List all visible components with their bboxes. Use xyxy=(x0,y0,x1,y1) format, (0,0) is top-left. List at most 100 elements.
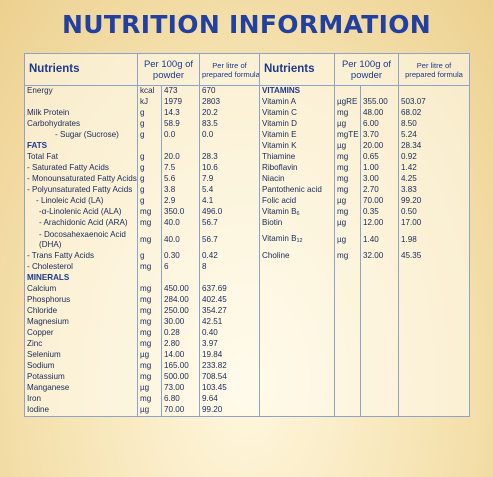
table-row: - Polyunsaturated Fatty Acids g 3.8 5.4 Pant… xyxy=(24,185,470,196)
value-per-100g: 0.0 xyxy=(161,130,200,141)
table-row: Total Fat g 20.0 28.3 Thiamine mg 0.65 0.92 xyxy=(24,152,470,163)
value-per-100g: 165.00 xyxy=(161,361,200,372)
per100g-header-right: Per 100g of powder xyxy=(334,53,399,86)
value-per-litre: 8 xyxy=(199,262,260,273)
nutrient-name: Selenium xyxy=(24,350,138,361)
table-row: Potassium mg 500.00 708.54 xyxy=(24,372,470,383)
value-per-100g: 48.00 xyxy=(360,108,399,119)
empty-cell xyxy=(360,284,399,295)
unit: mg xyxy=(137,262,162,273)
vitamin-label: Folic acid xyxy=(262,196,297,206)
perlitre-header-right: Per litre of prepared formula xyxy=(398,53,470,86)
empty-cell xyxy=(334,394,361,405)
vitamin-label: Thiamine xyxy=(262,152,296,162)
per100g-header-left: Per 100g of powder xyxy=(137,53,200,86)
value-per-100g: 20.00 xyxy=(360,141,399,152)
unit: mg xyxy=(334,152,361,163)
nutrient-name: Chloride xyxy=(24,306,138,317)
table-row: Calcium mg 450.00 637.69 xyxy=(24,284,470,295)
empty-cell xyxy=(360,262,399,273)
vitamin-name: Riboflavin xyxy=(259,163,335,174)
empty-cell xyxy=(398,306,470,317)
unit: µg xyxy=(334,218,361,229)
section-header-minerals: MINERALS xyxy=(24,273,138,284)
vitamin-name: Vitamin C xyxy=(259,108,335,119)
table-row: Carbohydrates g 58.9 83.5 Vitamin D µg 6.00 8.5… xyxy=(24,119,470,130)
empty-cell xyxy=(360,295,399,306)
table-row: Milk Protein g 14.3 20.2 Vitamin C mg 48.00 68.… xyxy=(24,108,470,119)
value-per-100g: 0.30 xyxy=(161,251,200,262)
empty-cell xyxy=(398,350,470,361)
table-row: Phosphorus mg 284.00 402.45 xyxy=(24,295,470,306)
value-per-100g: 3.70 xyxy=(360,130,399,141)
header-row: Nutrients Per 100g of powder Per litre of… xyxy=(24,53,470,86)
value-per-100g: 0.35 xyxy=(360,207,399,218)
unit: mg xyxy=(334,251,361,262)
empty-cell xyxy=(398,317,470,328)
value-per-100g: 0.28 xyxy=(161,328,200,339)
unit: kcal xyxy=(137,85,162,97)
unit: mg xyxy=(137,339,162,350)
nutrient-name: Total Fat xyxy=(24,152,138,163)
table-row: - Cholesterol mg 6 8 xyxy=(24,262,470,273)
unit: mg xyxy=(334,185,361,196)
unit: kJ xyxy=(137,97,162,108)
value-per-litre: 103.45 xyxy=(199,383,260,394)
empty-cell xyxy=(398,328,470,339)
value-per-litre: 2803 xyxy=(199,97,260,108)
value-per-100g: 12.00 xyxy=(360,218,399,229)
value-per-100g: 2.9 xyxy=(161,196,200,207)
empty-cell xyxy=(259,372,335,383)
empty-cell xyxy=(334,361,361,372)
value-per-100g: 3.00 xyxy=(360,174,399,185)
empty-cell xyxy=(199,141,260,152)
table-row: Manganese µg 73.00 103.45 xyxy=(24,383,470,394)
table-row: - Linoleic Acid (LA) g 2.9 4.1 Folic acid µg 7… xyxy=(24,196,470,207)
empty-cell xyxy=(360,383,399,394)
value-per-litre: 45.35 xyxy=(398,251,470,262)
section-header-fats: FATS xyxy=(24,141,138,152)
empty-cell xyxy=(199,273,260,284)
empty-cell xyxy=(259,284,335,295)
empty-cell xyxy=(398,405,470,417)
empty-cell xyxy=(398,273,470,284)
value-per-100g: 0.65 xyxy=(360,152,399,163)
vitamin-label: Pantothenic acid xyxy=(262,185,322,195)
unit: µg xyxy=(334,229,361,251)
empty-cell xyxy=(259,339,335,350)
nutrient-name: Calcium xyxy=(24,284,138,295)
nutrient-name: Manganese xyxy=(24,383,138,394)
empty-cell xyxy=(161,141,200,152)
value-per-100g: 6.80 xyxy=(161,394,200,405)
value-per-litre: 4.25 xyxy=(398,174,470,185)
vitamin-name: Vitamin B12 xyxy=(259,229,335,251)
table-row: Energy kcal 473 670 VITAMINS xyxy=(24,85,470,97)
nutrient-name: Iron xyxy=(24,394,138,405)
table-row: Iodine µg 70.00 99.20 xyxy=(24,405,470,417)
unit: mg xyxy=(334,108,361,119)
empty-cell xyxy=(259,328,335,339)
nutrient-name: Milk Protein xyxy=(24,108,138,119)
empty-cell xyxy=(360,394,399,405)
nutrient-name: - Polyunsaturated Fatty Acids xyxy=(24,185,138,196)
nutrient-name: - Docosahexaenoic Acid (DHA) xyxy=(24,229,138,251)
vitamin-label: Vitamin B xyxy=(262,234,297,244)
nutrient-name: - Cholesterol xyxy=(24,262,138,273)
table-row: - Arachidonic Acid (ARA) mg 40.0 56.7 Biotin… xyxy=(24,218,470,229)
unit: µg xyxy=(137,405,162,417)
empty-cell xyxy=(360,273,399,284)
vitamin-subscript: 6 xyxy=(296,210,300,217)
empty-cell xyxy=(360,306,399,317)
value-per-100g: 450.00 xyxy=(161,284,200,295)
unit: mg xyxy=(137,284,162,295)
empty-cell xyxy=(137,141,162,152)
vitamin-name: Vitamin A xyxy=(259,97,335,108)
empty-cell xyxy=(360,361,399,372)
value-per-100g: 1979 xyxy=(161,97,200,108)
empty-cell xyxy=(334,328,361,339)
table-row: FATS Vitamin K µg 20.00 28.34 xyxy=(24,141,470,152)
empty-cell xyxy=(334,262,361,273)
perlitre-header-left: Per litre of prepared formula xyxy=(199,53,260,86)
vitamin-label: Vitamin D xyxy=(262,119,297,129)
empty-cell xyxy=(334,339,361,350)
